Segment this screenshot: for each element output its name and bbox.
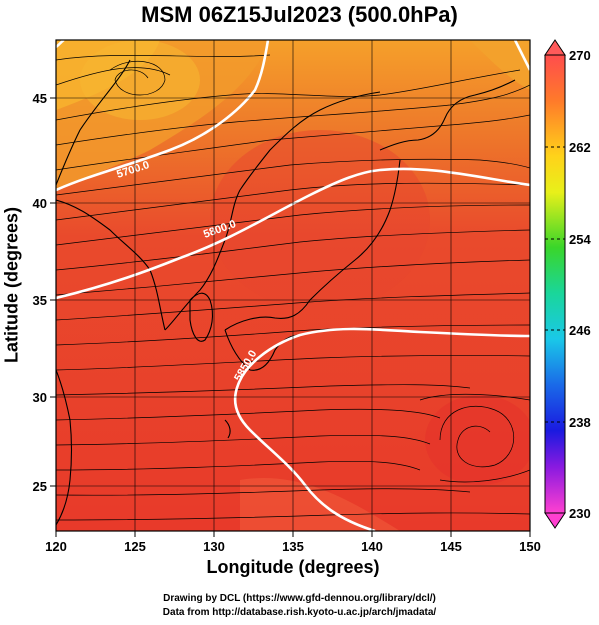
colorbar-tick-label: 246 xyxy=(569,323,591,338)
wind-streamlines xyxy=(56,54,530,521)
x-tick-label: 120 xyxy=(45,539,67,554)
chart-title: MSM 06Z15Jul2023 (500.0hPa) xyxy=(141,2,458,27)
height-contours xyxy=(56,40,530,531)
y-tick-label: 40 xyxy=(33,196,47,211)
y-tick-label: 30 xyxy=(33,390,47,405)
x-tick-label: 125 xyxy=(124,539,146,554)
footer-credit-dcl: Drawing by DCL (https://www.gfd-dennou.o… xyxy=(163,593,436,604)
y-tick-label: 45 xyxy=(33,91,47,106)
colorbar-tick-label: 254 xyxy=(569,232,591,247)
x-tick-label: 150 xyxy=(519,539,541,554)
colorbar-tick-label: 230 xyxy=(569,506,591,521)
axis-ticks xyxy=(50,97,531,537)
x-tick-labels: 120 125 130 135 140 145 150 xyxy=(45,539,541,554)
colorbar-tick-label: 262 xyxy=(569,140,591,155)
footer-credit-data: Data from http://database.rish.kyoto-u.a… xyxy=(162,607,437,618)
colorbar-bottom-triangle xyxy=(544,512,566,529)
grid-lines xyxy=(56,40,530,531)
y-axis-label: Latitude (degrees) xyxy=(1,206,22,364)
x-axis-label: Longitude (degrees) xyxy=(206,557,380,577)
x-tick-label: 135 xyxy=(282,539,304,554)
colorbar: 270 262 254 246 238 230 xyxy=(544,39,591,529)
x-tick-label: 140 xyxy=(361,539,383,554)
y-tick-labels: 25 30 35 40 45 xyxy=(33,91,47,494)
colorbar-tick-label: 270 xyxy=(569,48,591,63)
colorbar-top-triangle xyxy=(544,39,566,56)
coastlines xyxy=(56,59,516,526)
x-tick-label: 130 xyxy=(203,539,225,554)
temperature-field xyxy=(56,40,530,531)
colorbar-tick-label: 238 xyxy=(569,415,591,430)
y-tick-label: 25 xyxy=(33,479,47,494)
y-tick-label: 35 xyxy=(33,293,47,308)
colorbar-gradient xyxy=(544,54,566,514)
x-tick-label: 145 xyxy=(440,539,462,554)
